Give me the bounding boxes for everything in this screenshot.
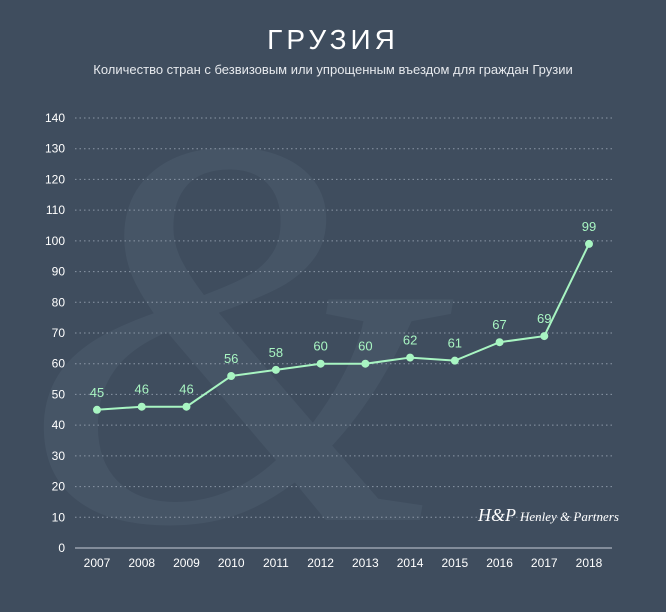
logo-monogram: H&P (478, 505, 516, 525)
data-label: 60 (358, 339, 372, 354)
x-tick-label: 2017 (531, 556, 558, 570)
data-point (271, 365, 280, 374)
data-point (361, 359, 370, 368)
data-label: 45 (90, 385, 104, 400)
y-tick-label: 40 (52, 418, 66, 432)
data-label: 61 (448, 336, 462, 351)
x-tick-label: 2016 (486, 556, 513, 570)
chart-subtitle: Количество стран с безвизовым или упроще… (93, 62, 573, 77)
x-tick-label: 2014 (397, 556, 424, 570)
data-point (540, 332, 549, 341)
data-label: 60 (313, 339, 327, 354)
data-point (585, 239, 593, 248)
x-tick-label: 2011 (263, 556, 289, 570)
data-point (182, 402, 191, 411)
data-point (137, 402, 146, 411)
data-point (93, 405, 101, 414)
y-tick-label: 130 (45, 142, 65, 156)
logo-name: Henley & Partners (520, 509, 619, 524)
y-tick-label: 140 (45, 111, 65, 125)
data-label: 56 (224, 351, 238, 366)
y-tick-label: 50 (52, 387, 66, 401)
data-label: 46 (179, 382, 193, 397)
henley-partners-logo: H&P Henley & Partners (478, 505, 619, 526)
data-point (495, 338, 504, 347)
data-label: 67 (492, 317, 506, 332)
data-label: 58 (269, 345, 283, 360)
data-point (316, 359, 325, 368)
y-tick-label: 110 (46, 203, 65, 217)
x-tick-label: 2012 (307, 556, 334, 570)
y-tick-label: 90 (52, 265, 66, 279)
data-point (406, 353, 415, 362)
x-tick-label: 2015 (441, 556, 468, 570)
data-label: 46 (134, 382, 148, 397)
data-label: 99 (582, 219, 596, 234)
data-point (450, 356, 459, 365)
y-tick-label: 60 (52, 357, 66, 371)
x-tick-label: 2010 (218, 556, 245, 570)
y-tick-label: 120 (45, 172, 65, 186)
series-line (96, 243, 590, 411)
y-tick-label: 80 (52, 295, 66, 309)
svg-text:&: & (20, 22, 458, 612)
y-tick-label: 100 (45, 234, 65, 248)
x-tick-label: 2007 (84, 556, 111, 570)
data-point (227, 372, 236, 380)
x-tick-label: 2013 (352, 556, 379, 570)
y-tick-label: 30 (52, 449, 66, 463)
data-label: 62 (403, 333, 417, 348)
x-tick-label: 2009 (173, 556, 200, 570)
x-tick-label: 2008 (128, 556, 155, 570)
y-tick-label: 20 (52, 480, 66, 494)
y-tick-label: 70 (52, 326, 66, 340)
x-tick-label: 2018 (576, 556, 603, 570)
chart-title: ГРУЗИЯ (267, 24, 399, 55)
y-tick-label: 0 (58, 541, 65, 555)
y-tick-label: 10 (52, 510, 66, 524)
data-label: 69 (537, 311, 551, 326)
